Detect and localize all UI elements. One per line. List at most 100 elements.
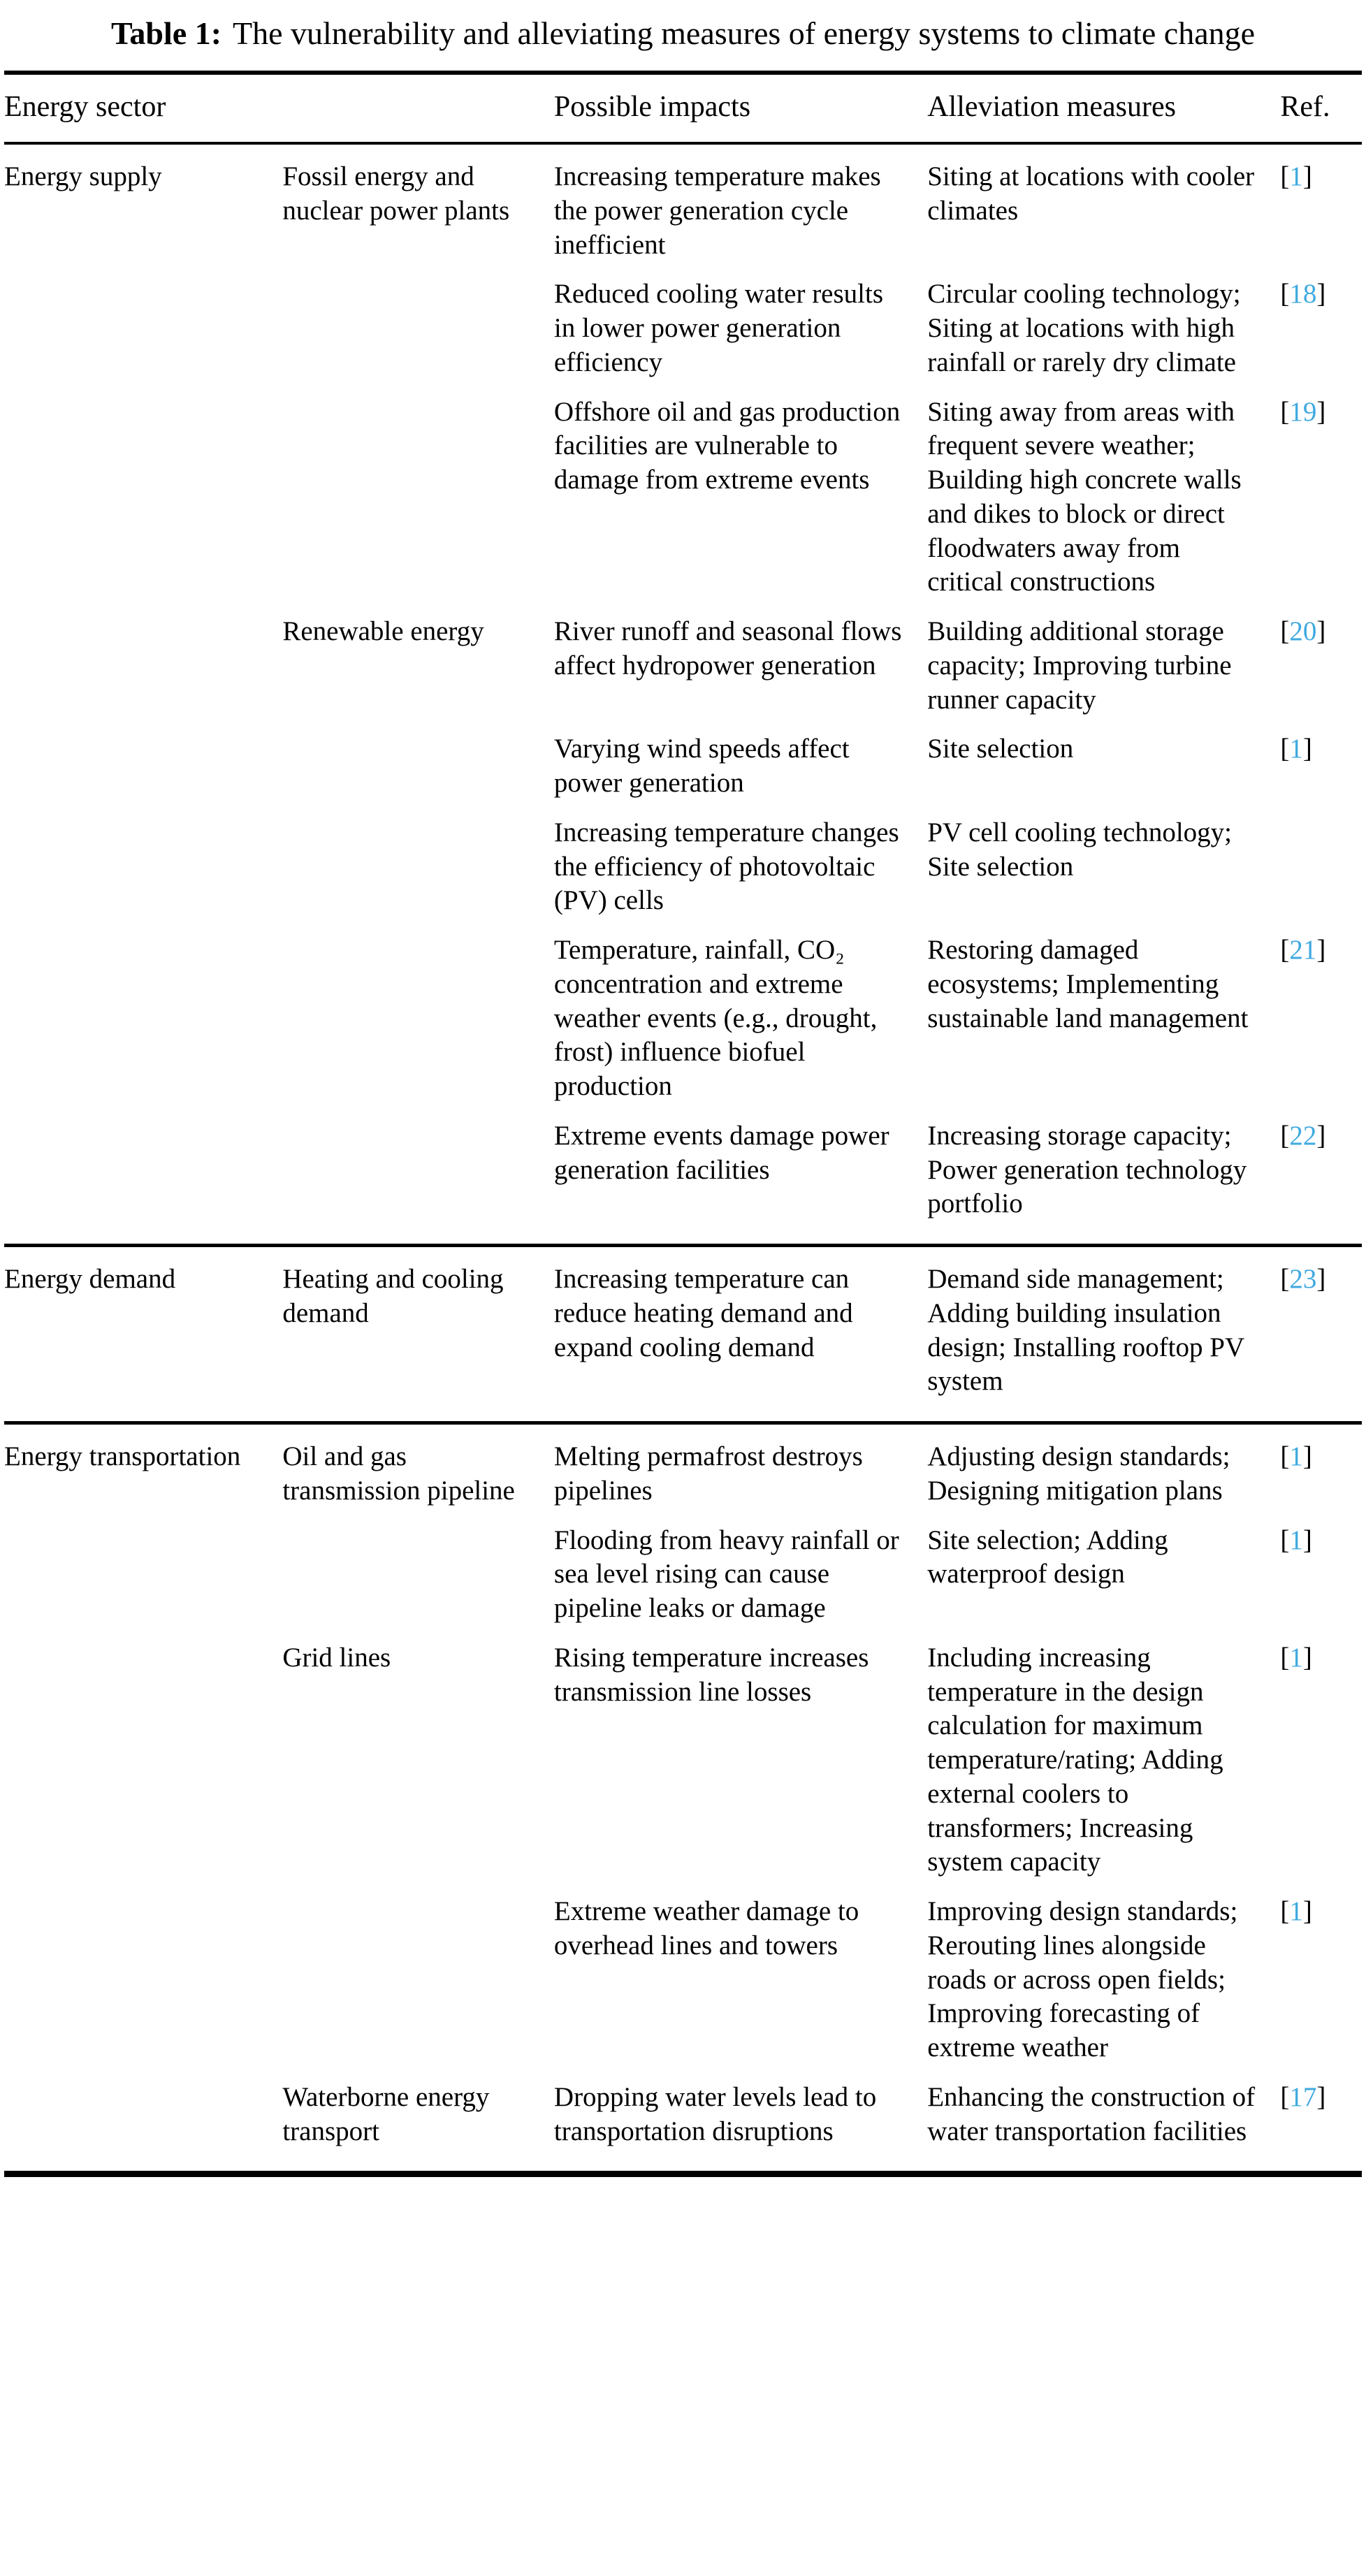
citation-bracket-close: ] (1316, 279, 1326, 310)
measure-cell: Adjusting design standards; Designing mi… (927, 1441, 1230, 1506)
citation-bracket-open: [ (1280, 935, 1290, 966)
table-row: Energy supply Fossil energy and nuclear p… (4, 143, 1362, 262)
citation-bracket-open: [ (1280, 1120, 1290, 1151)
measure-cell: Siting at locations with cooler climates (927, 161, 1255, 226)
citation-bracket-open: [ (1280, 1264, 1290, 1295)
impact-cell: Increasing temperature changes the effic… (553, 817, 899, 916)
impact-cell: Reduced cooling water results in lower p… (553, 279, 884, 377)
section-energy-transportation: Energy transportation Oil and gas transmi… (4, 1422, 1362, 2174)
col-header-alleviation-measures: Alleviation measures (927, 71, 1281, 145)
citation-bracket-open: [ (1280, 279, 1290, 310)
citation-bracket-close: ] (1316, 1120, 1326, 1151)
citation-link[interactable]: 1 (1289, 1525, 1303, 1555)
impact-cell: Extreme events damage power generation f… (553, 1120, 889, 1185)
citation-bracket-close: ] (1316, 935, 1326, 966)
citation-link[interactable]: 1 (1289, 1441, 1303, 1472)
citation-bracket-open: [ (1280, 396, 1290, 427)
col-header-subsector (282, 71, 554, 145)
citation-link[interactable]: 1 (1289, 161, 1303, 192)
citation-link[interactable]: 20 (1289, 616, 1317, 647)
impact-cell: Increasing temperature makes the power g… (553, 161, 881, 260)
subsector-cell: Renewable energy (282, 616, 484, 647)
ref-cell: [1] (1280, 1626, 1362, 1879)
impact-cell: Flooding from heavy rainfall or sea leve… (553, 1525, 899, 1624)
table-row: Flooding from heavy rainfall or sea leve… (4, 1508, 1362, 1626)
subsector-cell: Grid lines (282, 1642, 391, 1673)
section-energy-demand: Energy demand Heating and cooling demand I… (4, 1245, 1362, 1423)
measure-cell: Increasing storage capacity; Power gener… (927, 1120, 1247, 1219)
citation-bracket-close: ] (1302, 734, 1312, 764)
sector-cell: Energy supply (4, 161, 162, 192)
table-row: Waterborne energy transport Dropping wate… (4, 2065, 1362, 2174)
measure-cell: Enhancing the construction of water tran… (927, 2081, 1256, 2146)
ref-cell: [1] (1280, 1508, 1362, 1626)
subsector-cell: Fossil energy and nuclear power plants (282, 161, 510, 226)
table-caption-label: Table 1: (110, 15, 222, 51)
measure-cell: Demand side management; Adding building … (927, 1264, 1244, 1397)
impact-cell: Temperature, rainfall, CO₂ concentration… (553, 935, 878, 1102)
citation-bracket-close: ] (1316, 1264, 1326, 1295)
measure-cell: Improving design standards; Rerouting li… (927, 1896, 1238, 2063)
subsector-cell: Waterborne energy transport (282, 2081, 490, 2146)
measure-cell: Building additional storage capacity; Im… (927, 616, 1232, 715)
table-row: Increasing temperature changes the effic… (4, 801, 1362, 918)
col-header-possible-impacts: Possible impacts (553, 71, 928, 145)
sector-cell: Energy demand (4, 1264, 176, 1295)
citation-link[interactable]: 19 (1289, 396, 1317, 427)
citation-bracket-close: ] (1302, 161, 1312, 192)
citation-bracket-open: [ (1280, 1896, 1290, 1927)
table-caption: Table 1: The vulnerability and alleviatin… (4, 14, 1362, 52)
measure-cell: PV cell cooling technology; Site selecti… (927, 817, 1233, 882)
sector-cell: Energy transportation (4, 1441, 241, 1472)
citation-bracket-open: [ (1280, 1441, 1290, 1472)
subsector-cell: Heating and cooling demand (282, 1264, 504, 1328)
table-header-row: Energy sector Possible impacts Alleviati… (4, 71, 1362, 145)
vulnerability-table: Energy sector Possible impacts Alleviati… (4, 71, 1362, 2178)
citation-bracket-open: [ (1280, 1642, 1290, 1673)
citation-link[interactable]: 23 (1289, 1264, 1317, 1295)
ref-cell: [1] (1280, 1879, 1362, 2065)
table-row: Energy demand Heating and cooling demand I… (4, 1246, 1362, 1423)
table-row: Offshore oil and gas production faciliti… (4, 380, 1362, 600)
col-header-ref: Ref. (1280, 71, 1362, 145)
ref-cell: [23] (1280, 1246, 1362, 1423)
citation-link[interactable]: 1 (1289, 1896, 1303, 1927)
ref-cell: [1] (1280, 1423, 1362, 1508)
table-row: Reduced cooling water results in lower p… (4, 262, 1362, 379)
citation-link[interactable]: 1 (1289, 1642, 1303, 1673)
citation-bracket-close: ] (1302, 1642, 1312, 1673)
table-row: Varying wind speeds affect power generat… (4, 717, 1362, 801)
impact-cell: Dropping water levels lead to transporta… (553, 2081, 877, 2146)
measure-cell: Site selection (927, 734, 1074, 764)
citation-link[interactable]: 17 (1289, 2081, 1317, 2112)
citation-link[interactable]: 21 (1289, 935, 1317, 966)
citation-bracket-open: [ (1280, 2081, 1290, 2112)
citation-bracket-close: ] (1302, 1525, 1312, 1555)
impact-cell: Melting permafrost destroys pipelines (553, 1441, 863, 1506)
ref-cell: [20] (1280, 599, 1362, 717)
citation-bracket-open: [ (1280, 161, 1290, 192)
citation-bracket-close: ] (1316, 396, 1326, 427)
measure-cell: Restoring damaged ecosystems; Implementi… (927, 935, 1249, 1033)
ref-cell: [18] (1280, 262, 1362, 379)
table-row: Extreme weather damage to overhead lines… (4, 1879, 1362, 2065)
citation-bracket-open: [ (1280, 616, 1290, 647)
citation-bracket-open: [ (1280, 1525, 1290, 1555)
impact-cell: Offshore oil and gas production faciliti… (553, 396, 901, 495)
citation-link[interactable]: 1 (1289, 734, 1303, 764)
measure-cell: Siting away from areas with frequent sev… (927, 396, 1242, 597)
subsector-cell: Oil and gas transmission pipeline (282, 1441, 515, 1506)
ref-cell: [17] (1280, 2065, 1362, 2174)
measure-cell: Site selection; Adding waterproof design (927, 1525, 1168, 1589)
table-caption-text: The vulnerability and alleviating measur… (233, 15, 1256, 51)
col-header-energy-sector: Energy sector (4, 71, 283, 145)
citation-link[interactable]: 18 (1289, 279, 1317, 310)
citation-bracket-close: ] (1316, 616, 1326, 647)
citation-bracket-close: ] (1302, 1896, 1312, 1927)
impact-cell: Increasing temperature can reduce heatin… (553, 1264, 853, 1362)
measure-cell: Including increasing temperature in the … (927, 1642, 1223, 1877)
section-energy-supply: Energy supply Fossil energy and nuclear p… (4, 143, 1362, 1246)
citation-link[interactable]: 22 (1289, 1120, 1317, 1151)
ref-cell: [19] (1280, 380, 1362, 600)
